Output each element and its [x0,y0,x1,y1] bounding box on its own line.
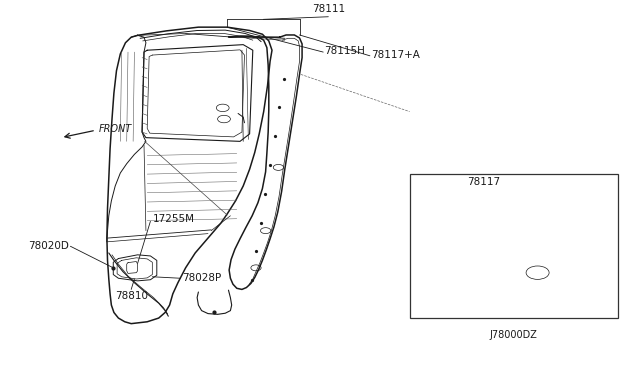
Text: 78028P: 78028P [182,273,221,282]
Text: 78810: 78810 [115,291,148,301]
Text: 78115H: 78115H [324,46,365,56]
Bar [410,174,618,318]
Text: 78117: 78117 [467,177,500,187]
Text: J78000DZ: J78000DZ [490,330,538,340]
Text: FRONT: FRONT [99,125,132,134]
Text: 78020D: 78020D [28,241,69,250]
Text: 78117+A: 78117+A [371,50,420,60]
Text: 17255M: 17255M [152,215,195,224]
Text: 78111: 78111 [312,4,345,14]
